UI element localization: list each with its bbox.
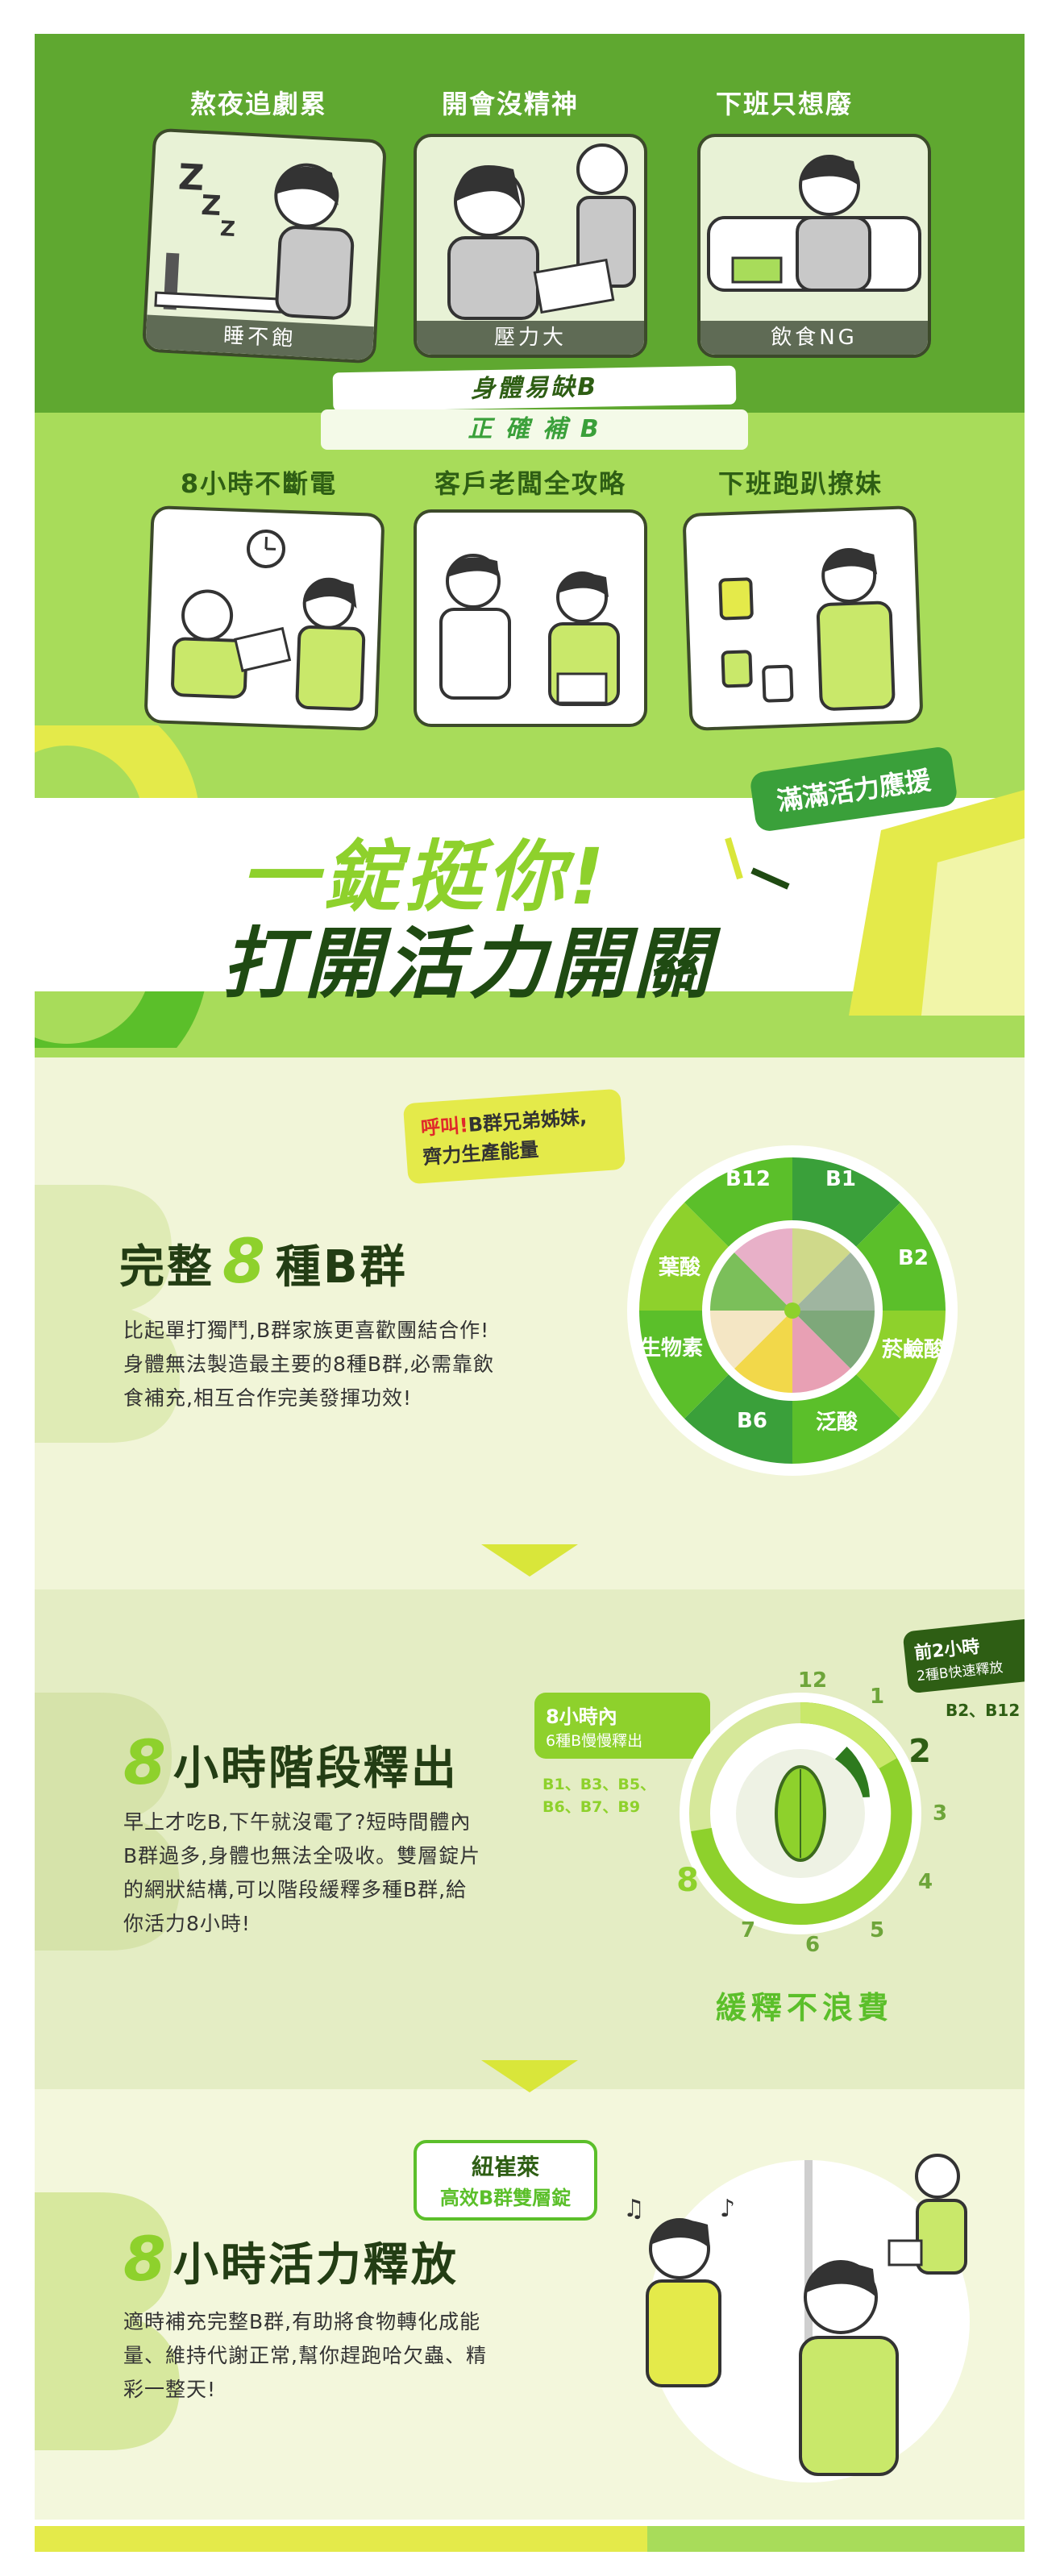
panel2-work [143, 505, 385, 731]
section3-body: 適時補充完整B群,有助將食物轉化成能 量、維持代謝正常,幫你趕跑哈欠蟲、精 彩一… [123, 2305, 623, 2407]
wheel-label-b2: B2 [898, 1246, 929, 1270]
body-line: B群過多,身體也無法全吸收。雙層錠片 [123, 1844, 481, 1868]
panel-caption-1: 熬夜追劇累 [189, 89, 327, 119]
clock-num-1: 1 [869, 1685, 885, 1709]
wheel-label-pantothenic: 泛酸 [815, 1411, 858, 1435]
panel-tag-2: 壓力大 [417, 321, 644, 355]
clock-num-6: 6 [804, 1933, 821, 1957]
hero-spark-icon [725, 837, 790, 890]
title-number-8: 8 [123, 1726, 168, 1798]
panel2-caption-1: 8小時不斷電 [180, 468, 338, 499]
section2-b-watermark [35, 1693, 180, 1951]
panel-stress: 壓力大 [414, 134, 647, 358]
panel2-caption-3: 下班跑趴撩妹 [717, 468, 883, 499]
stress-illustration [447, 143, 636, 320]
section2-title: 8 小時階段釋出 [123, 1726, 459, 1798]
party-illustration [718, 547, 896, 711]
product-name: 高效B群雙層錠 [439, 2187, 572, 2209]
section3-title: 8 小時活力釋放 [123, 2223, 459, 2295]
panel-lazy: 飲食NG [697, 134, 931, 358]
body-line: 比起單打獨鬥,B群家族更喜歡團結合作! [123, 1319, 490, 1342]
body-line: 早上才吃B,下午就沒電了?短時間體內 [123, 1810, 472, 1834]
section1-bubble-box: 呼叫!B群兄弟姊妹,齊力生產能量 [402, 1088, 626, 1185]
work-illustration [171, 530, 366, 711]
clock-num-7: 7 [740, 1918, 756, 1942]
title-suffix: 小時活力釋放 [173, 2239, 459, 2291]
body-line: 適時補充完整B群,有助將食物轉化成能 [123, 2310, 481, 2333]
bubble-8-hours: 8小時內 6種B慢慢釋出 [534, 1693, 710, 1759]
section1-bubble: 呼叫!B群兄弟姊妹,齊力生產能量 [402, 1088, 626, 1185]
wheel-label-b6: B6 [737, 1409, 767, 1433]
clock-num-8: 8 [676, 1862, 699, 1899]
section1-b-watermark [35, 1185, 180, 1443]
title-suffix: 小時階段釋出 [173, 1743, 459, 1795]
section1-title: 完整 8 種B群 [119, 1225, 408, 1297]
clock-caption: 緩釋不浪費 [716, 1990, 894, 2025]
hero-right-shape [849, 790, 1025, 1016]
product-bubble: 紐崔萊 高效B群雙層錠 [414, 2140, 597, 2221]
banner-correct-b: 正 確 補 B [321, 409, 748, 450]
clock-num-12: 12 [797, 1668, 828, 1693]
fast-release-list: B2、B12 [946, 1701, 1021, 1720]
title-number-8: 8 [222, 1225, 268, 1297]
infographic-page: 熬夜追劇累 開會沒精神 下班只想廢 Z Z Z 睡不飽 壓力大 [35, 0, 1025, 2576]
section2-body: 早上才吃B,下午就沒電了?短時間體內 B群過多,身體也無法全吸收。雙層錠片 的網… [123, 1805, 623, 1941]
clock-num-2: 2 [908, 1733, 931, 1770]
arrow-down-1-icon [481, 1544, 578, 1577]
banner-lack-b: 身體易缺B [332, 365, 737, 412]
wheel-label-folic: 葉酸 [658, 1256, 700, 1280]
hero-headline-1: 一錠挺你! [240, 832, 609, 922]
lazy-illustration [707, 155, 921, 292]
panel2-party [682, 505, 924, 731]
release-clock: 12 1 2 3 4 5 6 7 8 [663, 1668, 947, 1983]
panel-tag-3: 飲食NG [700, 321, 928, 355]
body-line: 彩一整天! [123, 2378, 217, 2401]
product-brand: 紐崔萊 [471, 2154, 539, 2180]
energy-illustration: ♪ ♫ [623, 2154, 970, 2483]
body-line: 量、維持代謝正常,幫你趕跑哈欠蟲、精 [123, 2344, 487, 2367]
panel-caption-3: 下班只想廢 [715, 89, 853, 119]
arrow-down-2-icon [481, 2060, 578, 2092]
bubble-8-hours-sub: 6種B慢慢釋出 [546, 1732, 643, 1750]
clients-illustration [439, 554, 620, 706]
title-number-8: 8 [123, 2223, 168, 2295]
hero-headline-2: 打開活力開關 [222, 919, 715, 1009]
title-prefix: 完整 [119, 1241, 214, 1294]
panel-caption-2: 開會沒精神 [441, 89, 579, 119]
section1-body: 比起單打獨鬥,B群家族更喜歡團結合作! 身體無法製造最主要的8種B群,必需靠飲 … [123, 1314, 623, 1415]
svg-text:Z: Z [200, 189, 222, 222]
body-line: 你活力8小時! [123, 1912, 251, 1935]
body-line: 的網狀結構,可以階段緩釋多種B群,給 [123, 1878, 468, 1901]
panel2-caption-2: 客戶老闆全攻略 [434, 468, 626, 499]
panel2-clients [414, 509, 647, 727]
wheel-label-niacin: 菸鹼酸 [881, 1338, 945, 1362]
sleepy-illustration: Z Z Z [154, 156, 355, 320]
title-suffix: 種B群 [275, 1241, 408, 1294]
wheel-label-biotin: 生物素 [639, 1336, 703, 1361]
bubble-8-hours-title: 8小時內 [546, 1706, 617, 1728]
section3-b-watermark [35, 2192, 180, 2450]
slow-release-list: B1、B3、B5、 B6、B7、B9 [542, 1773, 655, 1818]
svg-text:Z: Z [177, 156, 206, 199]
wheel-label-b1: B1 [825, 1167, 856, 1191]
slow-release-line: B1、B3、B5、 [542, 1776, 656, 1793]
body-line: 食補充,相互合作完美發揮功效! [123, 1386, 412, 1410]
bubble-highlight: 呼叫! [420, 1113, 469, 1141]
svg-text:Z: Z [219, 217, 235, 242]
bottom-stripe-accent [647, 2526, 1025, 2552]
clock-num-4: 4 [917, 1870, 933, 1894]
clock-graphic [680, 1693, 921, 1934]
svg-text:♫: ♫ [623, 2195, 645, 2223]
clock-num-3: 3 [932, 1801, 948, 1826]
wheel-graphic [627, 1145, 958, 1476]
wheel-label-b12: B12 [725, 1167, 771, 1191]
b-vitamin-wheel: B12 B1 B2 菸鹼酸 泛酸 B6 生物素 葉酸 [623, 1141, 962, 1480]
clock-num-5: 5 [869, 1918, 885, 1942]
svg-text:♪: ♪ [720, 2195, 735, 2223]
slow-release-line: B6、B7、B9 [542, 1798, 641, 1816]
panel-sleepy: Z Z Z 睡不飽 [141, 127, 388, 364]
body-line: 身體無法製造最主要的8種B群,必需靠飲 [123, 1352, 495, 1376]
